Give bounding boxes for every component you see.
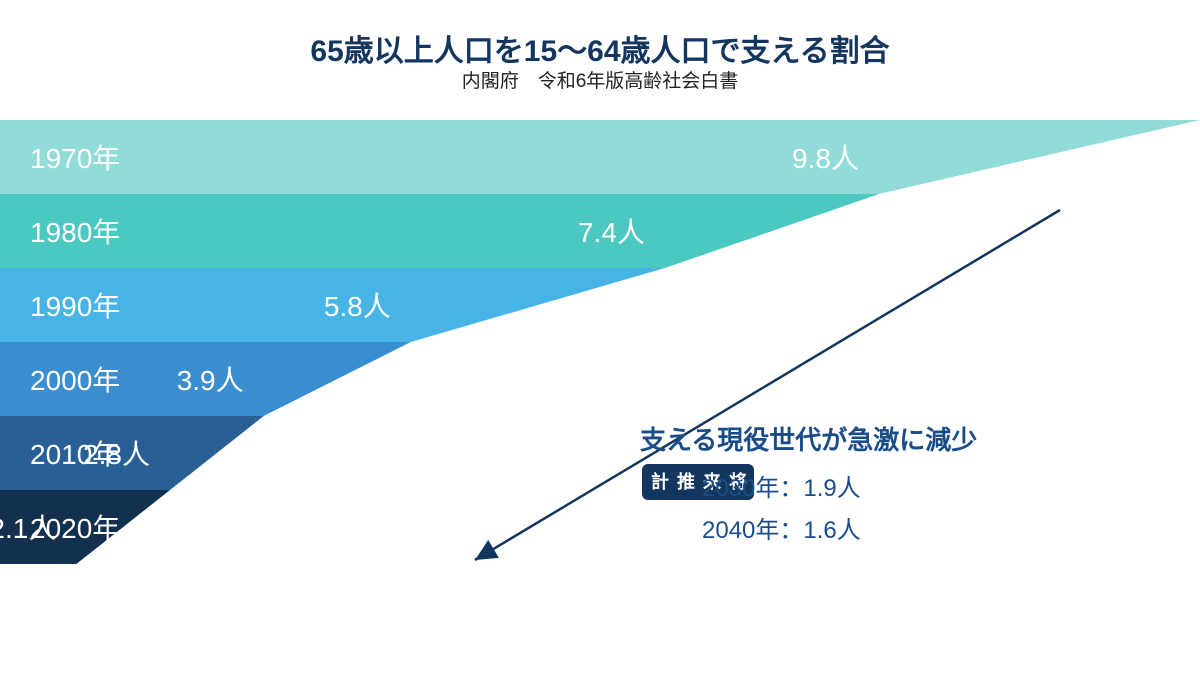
bar-year-label: 1970年 [30,137,120,177]
annotation-future-line: 2040年：1.6人 [702,510,861,552]
bar-value-label: 9.8人 [792,137,859,177]
bar-year-label: 1990年 [30,285,120,325]
chart-canvas: { "canvas": { "width": 1200, "height": 6… [0,0,1200,675]
chart-title: 65歳以上人口を15〜64歳人口で支える割合 [0,26,1200,70]
bar-year-label: 2000年 [30,359,120,399]
funnel-bars: 1970年 9.8人 1980年 7.4人 1990年 5.8人 2000年 3.9人 2010… [0,120,1200,564]
funnel-row: 2000年 3.9人 [0,342,1200,416]
funnel-row: 1980年 7.4人 [0,194,1200,268]
funnel-row: 1990年 5.8人 [0,268,1200,342]
funnel-bar [0,194,879,268]
bar-year-label: 1980年 [30,211,120,251]
funnel-bar [0,120,1200,194]
funnel-row: 2010年2.8人 [0,416,1200,490]
bar-value-label: 7.4人 [578,211,645,251]
bar-value-label: 5.8人 [324,285,391,325]
funnel-row: 1970年 9.8人 [0,120,1200,194]
annotation-block: 支える現役世代が急激に減少 将来推計 2030年：1.9人2040年：1.6人 [640,420,977,457]
annotation-future-line: 2030年：1.9人 [702,468,861,510]
chart-subtitle: 内閣府 令和6年版高齢社会白書 [0,66,1200,93]
funnel-row: 2020年2.1人 [0,490,1200,564]
bar-value-label: 3.9人 [177,359,244,399]
annotation-lines: 2030年：1.9人2040年：1.6人 [702,468,861,552]
bar-value-label: 2.8人 [83,433,150,473]
bar-value-label: 2.1人 [0,507,56,547]
annotation-title: 支える現役世代が急激に減少 [640,420,977,457]
